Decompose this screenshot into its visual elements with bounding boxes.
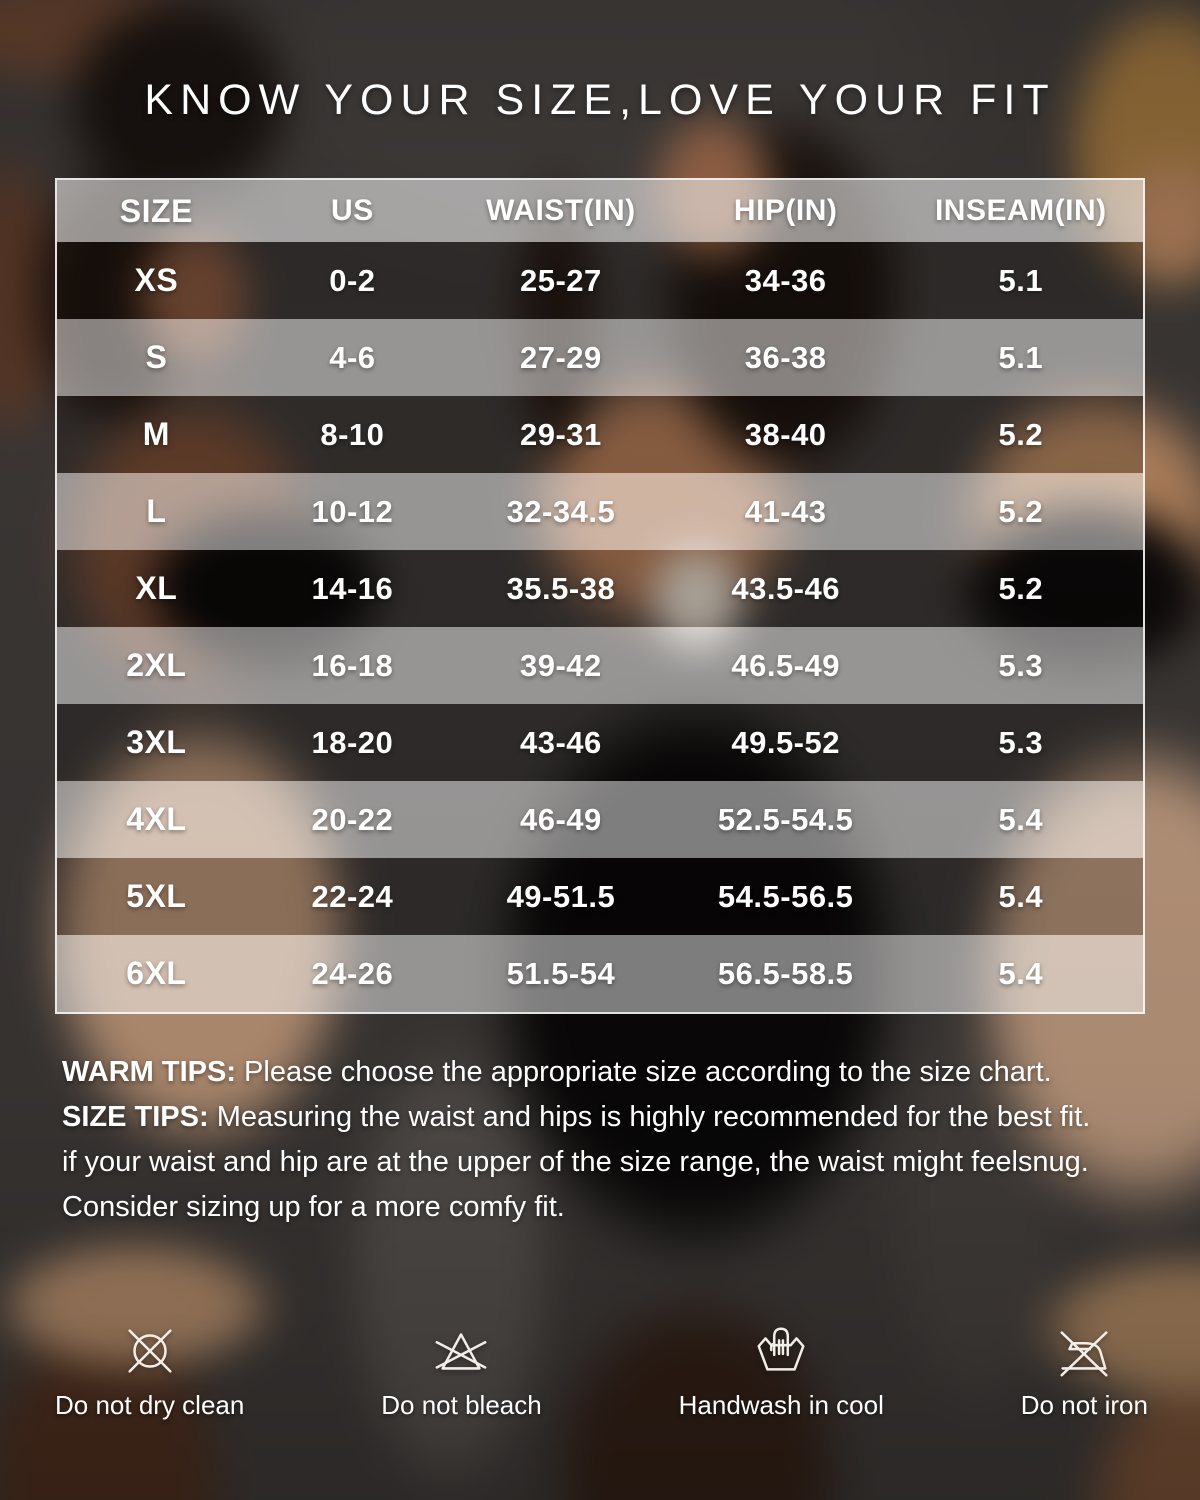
table-cell: 2XL <box>126 647 187 683</box>
table-cell: 20-22 <box>311 801 394 837</box>
care-item-bleach: Do not bleach <box>381 1320 542 1421</box>
table-cell: 8-10 <box>320 416 385 452</box>
table-cell: 36-38 <box>744 339 827 375</box>
care-item-dry-clean: Do not dry clean <box>55 1320 244 1421</box>
table-header-cell: INSEAM(IN) <box>934 194 1107 227</box>
table-cell: 5.3 <box>998 724 1044 760</box>
table-row: 5XL 22-24 49-51.5 54.5-56.5 5.4 <box>57 858 1143 935</box>
table-row: S 4-6 27-29 36-38 5.1 <box>57 319 1143 396</box>
care-item-label: Do not iron <box>1020 1390 1148 1420</box>
tip-size-label: SIZE TIPS: <box>62 1101 217 1133</box>
table-cell: M <box>142 416 170 452</box>
table-cell: 49-51.5 <box>506 878 616 914</box>
table-header-cell: SIZE <box>119 192 193 229</box>
tip-line-size: SIZE TIPS: Measuring the waist and hips … <box>62 1095 1150 1140</box>
table-cell: 22-24 <box>311 878 394 914</box>
care-item-label: Do not dry clean <box>55 1390 245 1420</box>
table-cell: 3XL <box>126 724 187 760</box>
page-title: KNOW YOUR SIZE,LOVE YOUR FIT <box>144 76 1056 124</box>
table-cell: 4XL <box>126 801 187 837</box>
table-cell: 38-40 <box>744 416 827 452</box>
do-not-bleach-icon <box>435 1333 487 1370</box>
handwash-icon <box>757 1327 805 1371</box>
table-cell: 25-27 <box>519 262 602 298</box>
table-cell: L <box>146 493 167 529</box>
tip-comfy-text: Consider sizing up for a more comfy fit. <box>62 1191 565 1223</box>
table-row: XS 0-2 25-27 34-36 5.1 <box>57 242 1143 319</box>
care-instructions: Do not dry clean Do not bleach Handwash … <box>55 1320 1148 1421</box>
tip-line-comfy: Consider sizing up for a more comfy fit. <box>62 1185 1150 1230</box>
table-cell: XS <box>134 262 179 298</box>
table-cell: 34-36 <box>744 262 827 298</box>
table-cell: 46-49 <box>519 801 602 837</box>
tip-range-text: if your waist and hip are at the upper o… <box>62 1146 1089 1178</box>
table-cell: 4-6 <box>329 339 376 375</box>
tip-line-warm: WARM TIPS: Please choose the appropriate… <box>62 1050 1150 1095</box>
table-row: 4XL 20-22 46-49 52.5-54.5 5.4 <box>57 781 1143 858</box>
table-cell: 24-26 <box>311 955 394 991</box>
table-row: L 10-12 32-34.5 41-43 5.2 <box>57 473 1143 550</box>
table-cell: 5.2 <box>998 570 1044 606</box>
table-cell: 5.4 <box>998 955 1044 991</box>
table-cell: 27-29 <box>519 339 602 375</box>
table-cell: 5.4 <box>998 801 1044 837</box>
table-cell: S <box>145 339 168 375</box>
care-item-label: Handwash in cool <box>678 1390 884 1420</box>
table-cell: 5.4 <box>998 878 1044 914</box>
table-row: 6XL 24-26 51.5-54 56.5-58.5 5.4 <box>57 935 1143 1012</box>
table-cell: 5XL <box>126 878 187 914</box>
table-cell: 29-31 <box>519 416 602 452</box>
do-not-dry-clean-icon <box>128 1329 172 1373</box>
table-cell: 43-46 <box>519 724 602 760</box>
table-cell: 46.5-49 <box>731 647 840 683</box>
table-cell: XL <box>135 570 178 606</box>
care-item-iron: Do not iron <box>1021 1320 1148 1421</box>
table-cell: 51.5-54 <box>506 955 616 991</box>
table-cell: 5.3 <box>998 647 1044 683</box>
table-cell: 16-18 <box>311 647 394 683</box>
table-row: 3XL 18-20 43-46 49.5-52 5.3 <box>57 704 1143 781</box>
table-cell: 35.5-38 <box>506 570 616 606</box>
tip-size-text: Measuring the waist and hips is highly r… <box>216 1101 1091 1133</box>
table-cell: 0-2 <box>329 262 376 298</box>
tip-line-range: if your waist and hip are at the upper o… <box>62 1140 1150 1185</box>
table-cell: 39-42 <box>519 647 602 683</box>
table-cell: 18-20 <box>311 724 394 760</box>
table-cell: 49.5-52 <box>731 724 840 760</box>
table-cell: 43.5-46 <box>731 570 840 606</box>
table-cell: 14-16 <box>311 570 394 606</box>
table-cell: 6XL <box>126 955 187 991</box>
table-header-cell: WAIST(IN) <box>486 194 636 227</box>
size-table: SIZE US WAIST(IN) HIP(IN) INSEAM(IN) XS 0-2 25… <box>55 178 1145 1014</box>
tip-warm-text: Please choose the appropriate size accor… <box>244 1056 1052 1088</box>
table-cell: 52.5-54.5 <box>717 801 854 837</box>
table-cell: 41-43 <box>744 493 827 529</box>
care-item-handwash: Handwash in cool <box>679 1320 884 1421</box>
tips-section: WARM TIPS: Please choose the appropriate… <box>62 1050 1150 1230</box>
table-cell: 5.1 <box>998 339 1044 375</box>
table-cell: 10-12 <box>311 493 394 529</box>
table-cell: 32-34.5 <box>506 493 616 529</box>
care-item-label: Do not bleach <box>381 1390 542 1420</box>
table-cell: 5.2 <box>998 416 1044 452</box>
table-cell: 56.5-58.5 <box>717 955 854 991</box>
table-header-cell: HIP(IN) <box>733 194 838 227</box>
do-not-iron-icon <box>1060 1331 1108 1377</box>
table-header-row: SIZE US WAIST(IN) HIP(IN) INSEAM(IN) <box>57 180 1143 242</box>
table-row: M 8-10 29-31 38-40 5.2 <box>57 396 1143 473</box>
table-cell: 5.1 <box>998 262 1044 298</box>
table-cell: 54.5-56.5 <box>717 878 854 914</box>
table-row: 2XL 16-18 39-42 46.5-49 5.3 <box>57 627 1143 704</box>
table-header-cell: US <box>331 194 374 227</box>
tip-warm-label: WARM TIPS: <box>62 1056 245 1088</box>
table-cell: 5.2 <box>998 493 1044 529</box>
table-row: XL 14-16 35.5-38 43.5-46 5.2 <box>57 550 1143 627</box>
table-body: XS 0-2 25-27 34-36 5.1 S 4-6 27-29 36-38 5.1 M 8-10… <box>57 242 1143 1012</box>
